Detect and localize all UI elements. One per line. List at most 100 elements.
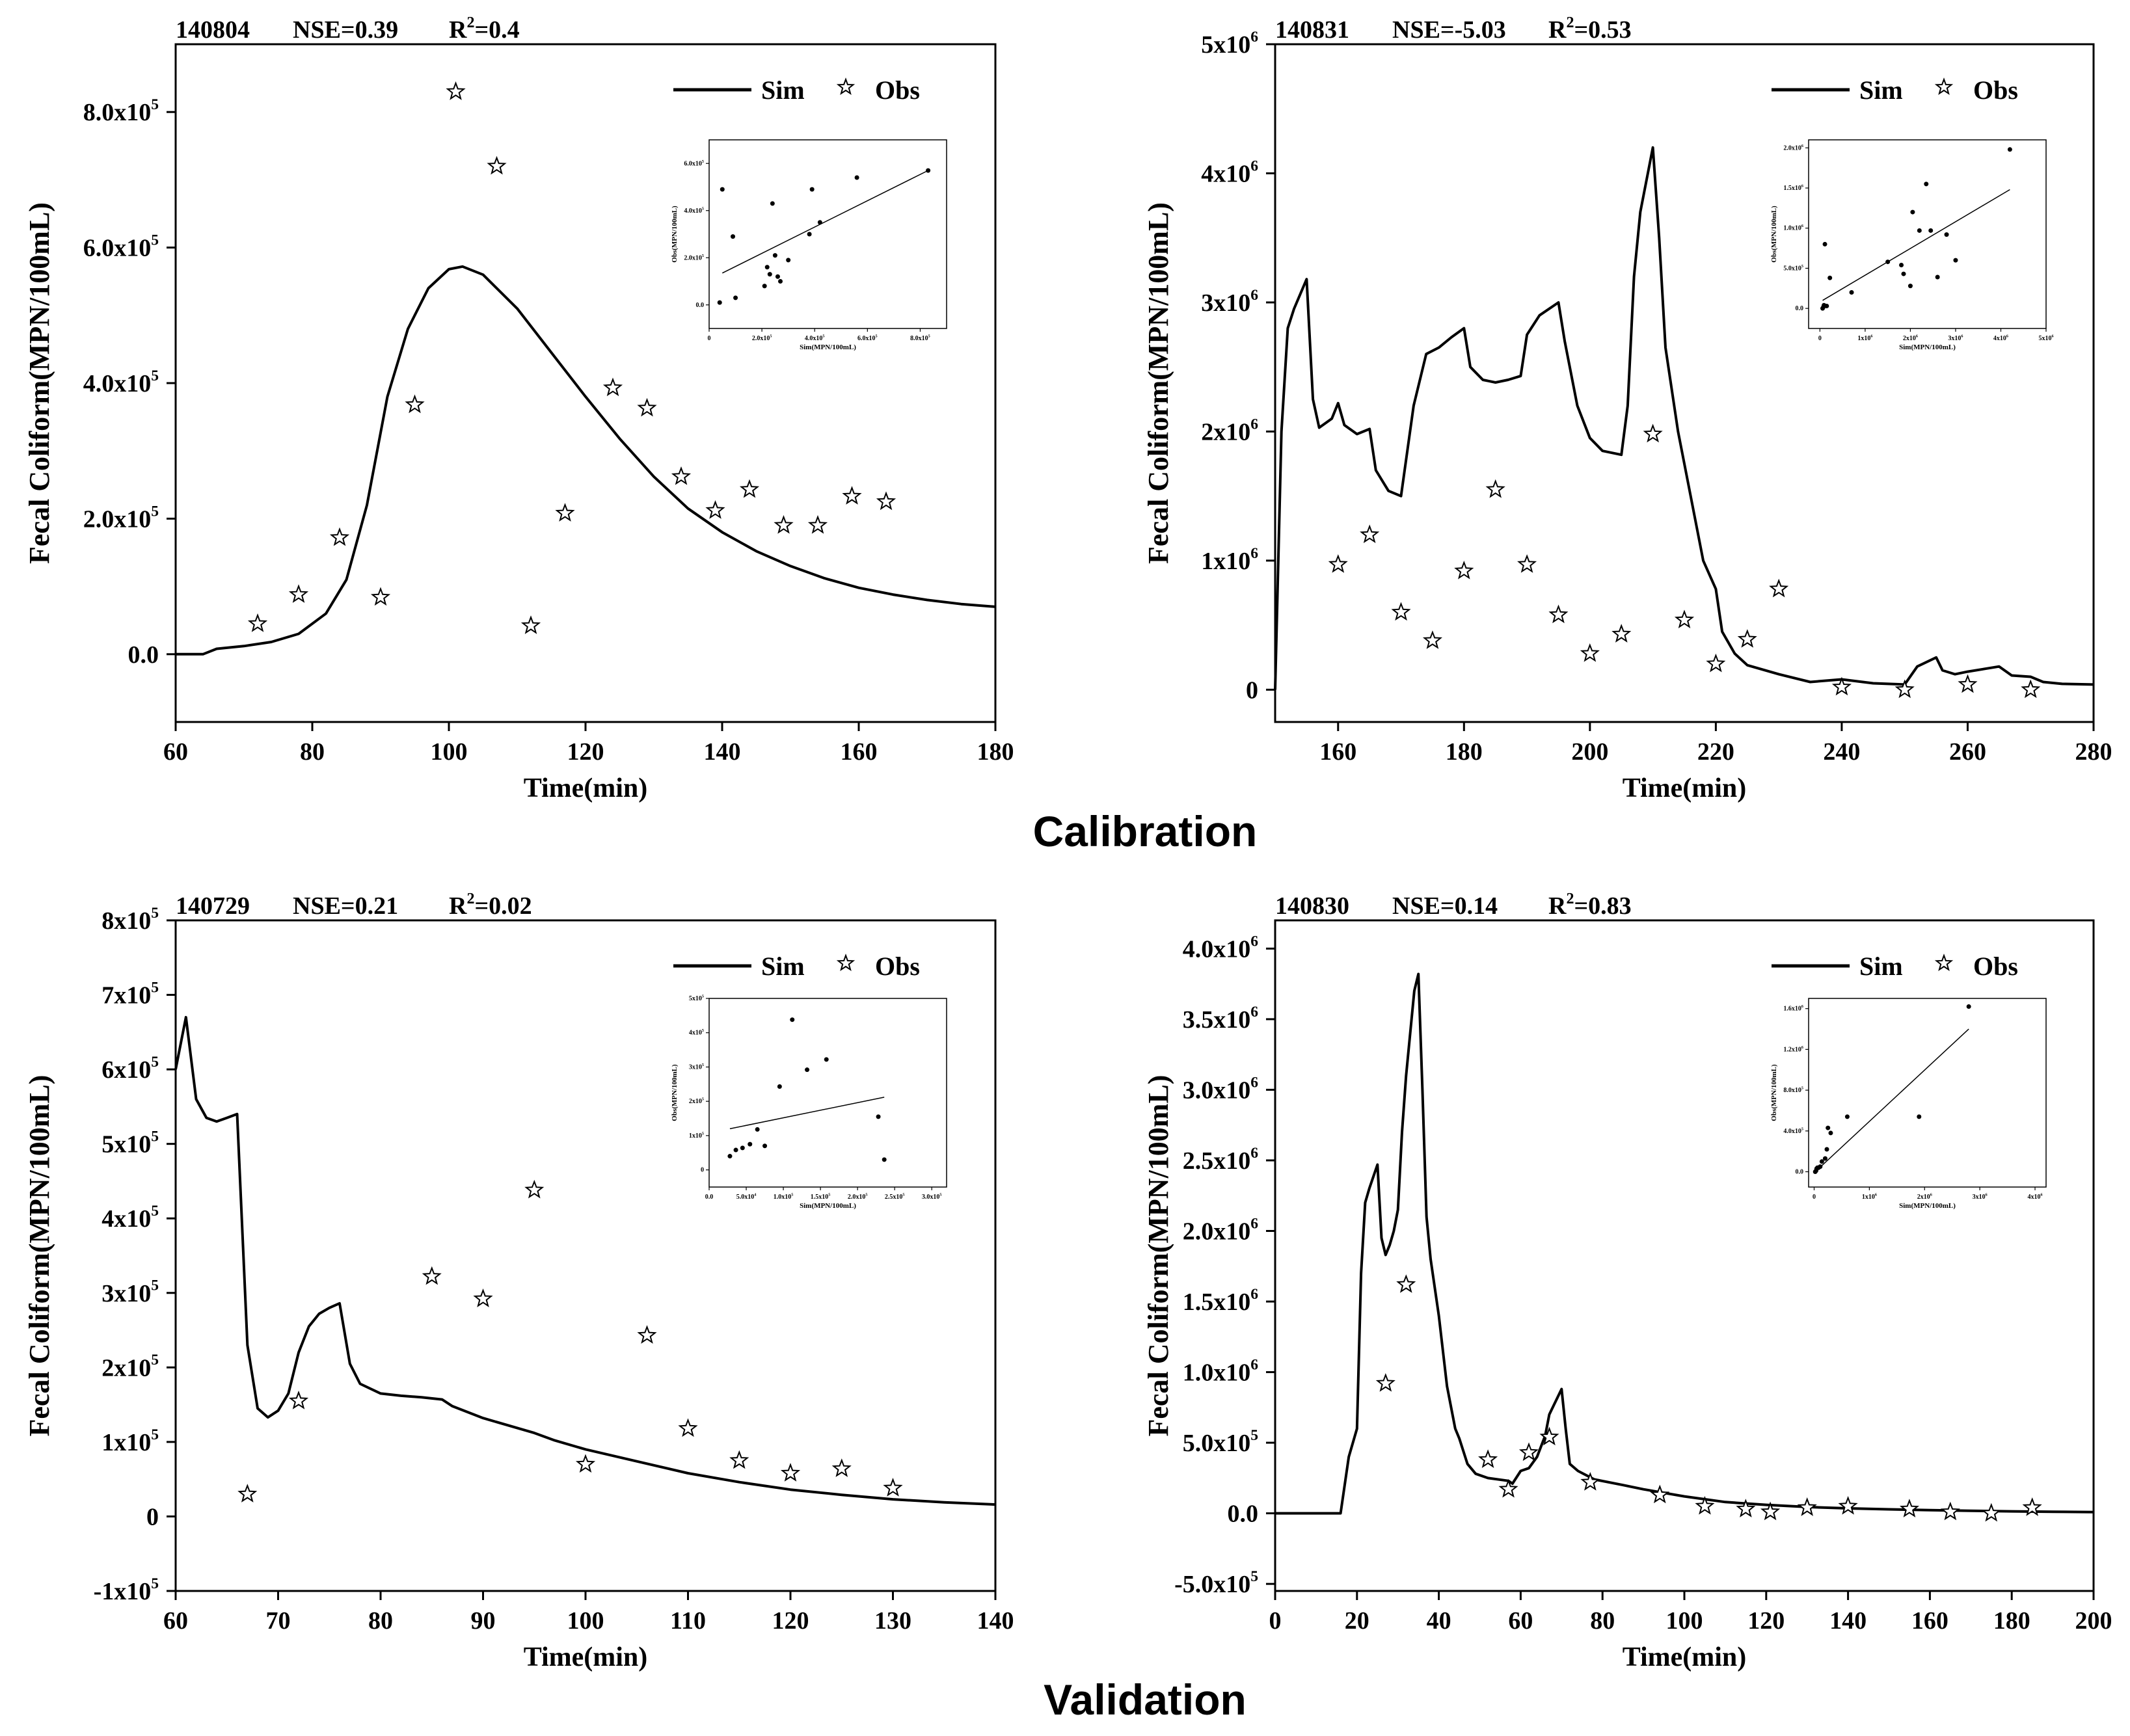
obs-point [1518,1442,1539,1462]
inset-x-label: Sim(MPN/100mL) [800,343,856,351]
inset-point [764,265,770,270]
inset-point [807,232,812,237]
x-tick-label: 80 [1590,1607,1615,1635]
inset-point [767,272,772,277]
legend-sim-label: Sim [1859,952,1903,981]
obs-point [1797,1497,1817,1516]
inset-x-tick-label: 1.5x105 [811,1193,831,1201]
x-tick-label: 140 [704,738,741,766]
inset-y-tick-label: 1.2x106 [1783,1045,1803,1054]
calibration-heading: Calibration [1032,807,1258,855]
inset-x-tick-label: 2.5x105 [885,1193,905,1201]
inset-y-tick-label: 1x105 [689,1131,704,1140]
inset-y-tick-label: 5x105 [689,995,704,1003]
inset-y-tick-label: 1.0x106 [1783,224,1803,232]
nse-value: NSE=0.14 [1392,892,1498,920]
x-tick-label: 120 [772,1607,809,1635]
obs-point [1375,1373,1395,1392]
chart-140729: 140729 NSE=0.21 R2=0.02 60 70 80 90 100 110 120 13… [23,890,1014,1672]
y-tick-label: 2x106 [1201,416,1258,446]
obs-point [247,613,268,632]
y-tick-label: 0 [146,1503,159,1530]
y-tick-label: 4.0x106 [1183,933,1259,963]
inset-point [720,187,725,192]
y-tick-label: 3x106 [1201,287,1258,317]
obs-point [1737,629,1757,648]
obs-point [807,514,828,534]
obs-point [1760,1501,1781,1521]
y-tick-label: 5.0x105 [1183,1427,1258,1457]
inset-x-tick-label: 3x106 [1948,334,1963,343]
obs-point [1498,1478,1518,1498]
legend-obs-label: Obs [1973,75,2018,105]
inset-y-tick-label: 6.0x105 [684,159,704,168]
y-tick-label: 3x105 [101,1277,159,1307]
obs-point [1940,1501,1960,1521]
inset-point [1826,1125,1831,1130]
inset-y-tick-label: 4.0x105 [1783,1127,1803,1135]
inset-point [876,1114,881,1119]
inset-x-tick-label: 3.0x105 [922,1193,942,1201]
obs-point [1580,1472,1600,1491]
inset-y-label: Obs(MPN/100mL) [671,1064,679,1121]
inset-x-tick-label: 0 [708,335,711,342]
obs-point [1517,554,1537,573]
inset-point [770,201,775,206]
legend-obs-label: Obs [875,75,920,105]
y-tick-label: 1.5x106 [1183,1286,1259,1316]
y-tick-label: 6x105 [101,1054,159,1084]
y-tick-label: 2.0x105 [83,503,159,533]
obs-point [637,1325,657,1344]
inset-x-tick-label: 8.0x105 [910,334,930,343]
inset-y-tick-label: 1.5x106 [1783,184,1803,193]
y-axis-label: Fecal Coliform(MPN/100mL) [23,202,55,564]
inset-y-tick-label: 8.0x105 [1783,1086,1803,1095]
inset-frame [1808,998,2047,1188]
inset-x-tick-label: 2x106 [1903,334,1918,343]
inset-x-tick-label: 2x106 [1917,1193,1932,1201]
x-tick-label: 100 [431,738,468,766]
x-axis-label: Time(min) [524,1642,648,1672]
obs-point [487,155,507,175]
obs-point [602,377,623,397]
inset-point [1899,263,1904,268]
r2-value: R2=0.83 [1548,890,1632,920]
obs-point [1769,578,1789,598]
obs-point [705,500,725,519]
obs-point [678,1418,698,1437]
inset-y-tick-label: 2x105 [689,1097,704,1106]
inset-point [740,1145,745,1151]
y-tick-label: 0.0 [1228,1501,1259,1528]
inset-point [926,168,931,173]
y-axis-label: Fecal Coliform(MPN/100mL) [1142,1075,1174,1437]
obs-point [1548,604,1569,624]
obs-point [1422,630,1442,649]
obs-point [637,397,657,417]
obs-point [883,1478,903,1497]
y-tick-label: -5.0x105 [1174,1568,1258,1598]
obs-point [1396,1274,1416,1293]
event-id: 140729 [176,892,250,920]
inset-y-tick-label: 5.0x105 [1783,264,1803,273]
inset-point [727,1154,733,1159]
inset-y-tick-label: 2.0x105 [684,254,704,262]
x-tick-label: 240 [1823,738,1860,766]
inset-y-tick-label: 0.0 [1796,1168,1804,1175]
inset-point [1935,274,1940,280]
obs-point [520,615,541,634]
inset-x-tick-label: 5x106 [2038,334,2053,343]
obs-point [1736,1499,1756,1517]
inset-point [1966,1004,1971,1009]
obs-point [446,81,466,100]
inset-y-tick-label: 3x105 [689,1063,704,1071]
obs-point [1838,1495,1858,1515]
obs-point [1706,653,1726,673]
event-id: 140830 [1275,892,1349,920]
obs-point [780,1463,801,1482]
inset-y-tick-label: 0 [701,1167,704,1174]
y-axis-label: Fecal Coliform(MPN/100mL) [1142,202,1174,564]
obs-point [575,1454,596,1473]
x-tick-label: 280 [2075,738,2112,766]
obs-point [1831,676,1852,696]
